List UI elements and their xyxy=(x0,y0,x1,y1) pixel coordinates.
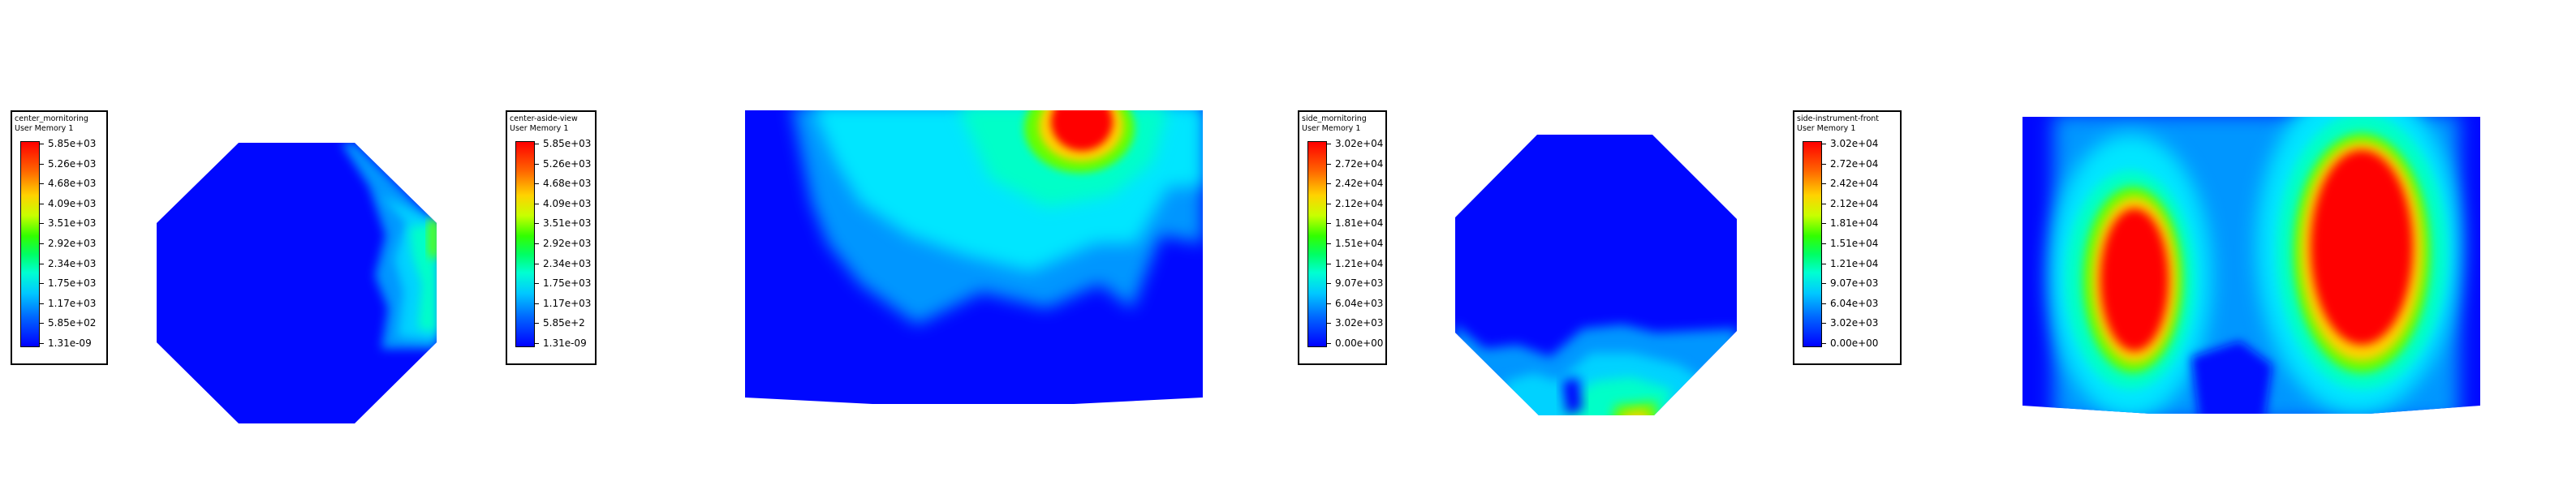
colorbar-tick-label: 2.72e+04 xyxy=(1335,157,1384,170)
colorbar-tick xyxy=(39,343,44,344)
colorbar-tick-label: 4.68e+03 xyxy=(48,178,97,190)
colorbar-tick xyxy=(1326,283,1331,285)
colorbar-tick xyxy=(39,303,44,304)
colorbar-tick-label: 2.12e+04 xyxy=(1335,197,1384,209)
colorbar-tick xyxy=(534,343,539,344)
colorbar-tick-label: 3.51e+03 xyxy=(48,217,97,230)
colorbar-legend-center-aside-view: center-aside-view User Memory 1 5.85e+03… xyxy=(506,110,597,365)
colorbar xyxy=(20,141,40,347)
colorbar-tick xyxy=(1821,303,1826,304)
colorbar-tick xyxy=(534,323,539,324)
colorbar-tick xyxy=(39,183,44,185)
colorbar-tick-label: 1.75e+03 xyxy=(543,277,592,290)
legend-title: center_mornitoring xyxy=(15,114,88,123)
colorbar-tick-label: 1.17e+03 xyxy=(48,297,97,309)
colorbar-tick-label: 1.81e+04 xyxy=(1830,217,1879,230)
colorbar-tick xyxy=(1326,163,1331,165)
colorbar-tick-label: 4.09e+03 xyxy=(543,197,592,209)
colorbar-tick xyxy=(1326,343,1331,344)
colorbar-tick xyxy=(1326,303,1331,304)
colorbar-tick-label: 3.02e+03 xyxy=(1335,317,1384,329)
colorbar-tick-label: 4.09e+03 xyxy=(48,197,97,209)
colorbar-tick xyxy=(39,223,44,225)
colorbar-tick-label: 0.00e+00 xyxy=(1830,337,1879,349)
colorbar-tick-label: 1.75e+03 xyxy=(48,277,97,290)
colorbar-tick-label: 2.72e+04 xyxy=(1830,157,1879,170)
colorbar-tick-label: 2.34e+03 xyxy=(543,257,592,269)
colorbar-tick xyxy=(39,323,44,324)
colorbar-tick-label: 1.51e+04 xyxy=(1830,238,1879,249)
colorbar-tick-label: 5.85e+02 xyxy=(48,317,97,329)
colorbar-tick-label: 5.26e+03 xyxy=(543,157,592,170)
legend-title: side_mornitoring xyxy=(1302,114,1367,123)
colorbar-tick-label: 6.04e+03 xyxy=(1335,297,1384,309)
colorbar-tick-label: 2.34e+03 xyxy=(48,257,97,269)
colorbar-tick xyxy=(1326,323,1331,324)
legend-subtitle: User Memory 1 xyxy=(15,124,74,133)
legend-title: center-aside-view xyxy=(510,114,578,123)
colorbar-tick-label: 4.68e+03 xyxy=(543,178,592,190)
legend-title: side-instrument-front xyxy=(1797,114,1880,123)
colorbar-tick-label: 3.02e+04 xyxy=(1830,138,1879,149)
colorbar-legend-side-instrument-front: side-instrument-front User Memory 1 3.02… xyxy=(1793,110,1902,365)
colorbar-tick xyxy=(1821,163,1826,165)
colorbar-tick-label: 5.26e+03 xyxy=(48,157,97,170)
contour-plot-side-instrument-front xyxy=(2022,117,2480,414)
contour-plot-side-monitoring xyxy=(1455,135,1737,415)
colorbar-tick-label: 1.21e+04 xyxy=(1830,257,1879,269)
colorbar-tick-label: 1.51e+04 xyxy=(1335,238,1384,249)
colorbar-tick-label: 5.85e+03 xyxy=(48,138,97,149)
colorbar-tick xyxy=(1326,223,1331,225)
colorbar-tick-label: 3.51e+03 xyxy=(543,217,592,230)
colorbar-tick-label: 1.17e+03 xyxy=(543,297,592,309)
colorbar-tick-label: 5.85e+2 xyxy=(543,317,585,329)
colorbar-tick-label: 2.92e+03 xyxy=(543,238,592,249)
contour-plot-center-monitoring xyxy=(157,143,437,423)
colorbar-tick-label: 1.21e+04 xyxy=(1335,257,1384,269)
legend-subtitle: User Memory 1 xyxy=(1797,124,1856,133)
colorbar-tick-label: 1.31e-09 xyxy=(543,337,587,349)
colorbar-tick xyxy=(1821,183,1826,185)
colorbar-tick-label: 1.31e-09 xyxy=(48,337,92,349)
colorbar-tick xyxy=(1821,243,1826,244)
legend-subtitle: User Memory 1 xyxy=(1302,124,1361,133)
colorbar-tick xyxy=(1326,183,1331,185)
colorbar xyxy=(1307,141,1327,347)
colorbar-tick xyxy=(534,183,539,185)
colorbar-tick xyxy=(39,283,44,285)
colorbar xyxy=(515,141,535,347)
colorbar-legend-side-monitoring: side_mornitoring User Memory 1 3.02e+04 2… xyxy=(1298,110,1387,365)
colorbar-tick xyxy=(1821,283,1826,285)
colorbar-tick xyxy=(534,303,539,304)
colorbar-tick-label: 3.02e+04 xyxy=(1335,138,1384,149)
colorbar-tick-label: 2.42e+04 xyxy=(1830,178,1879,190)
colorbar-tick-label: 1.81e+04 xyxy=(1335,217,1384,230)
colorbar-tick-label: 2.42e+04 xyxy=(1335,178,1384,190)
colorbar xyxy=(1803,141,1822,347)
contour-plot-center-aside-view xyxy=(745,110,1203,404)
colorbar-tick-label: 2.92e+03 xyxy=(48,238,97,249)
colorbar-tick-label: 2.12e+04 xyxy=(1830,197,1879,209)
colorbar-tick xyxy=(1326,243,1331,244)
colorbar-tick xyxy=(39,243,44,244)
colorbar-tick xyxy=(1821,323,1826,324)
colorbar-tick-label: 6.04e+03 xyxy=(1830,297,1879,309)
colorbar-tick-label: 9.07e+03 xyxy=(1830,277,1879,290)
colorbar-tick-label: 3.02e+03 xyxy=(1830,317,1879,329)
colorbar-tick xyxy=(1821,343,1826,344)
legend-subtitle: User Memory 1 xyxy=(510,124,569,133)
colorbar-tick xyxy=(534,283,539,285)
colorbar-tick xyxy=(1821,223,1826,225)
colorbar-tick xyxy=(39,163,44,165)
colorbar-tick-label: 5.85e+03 xyxy=(543,138,592,149)
colorbar-tick xyxy=(534,223,539,225)
colorbar-legend-center-monitoring: center_mornitoring User Memory 1 5.85e+0… xyxy=(11,110,108,365)
colorbar-tick-label: 0.00e+00 xyxy=(1335,337,1384,349)
colorbar-tick xyxy=(534,243,539,244)
colorbar-tick-label: 9.07e+03 xyxy=(1335,277,1384,290)
colorbar-tick xyxy=(534,163,539,165)
